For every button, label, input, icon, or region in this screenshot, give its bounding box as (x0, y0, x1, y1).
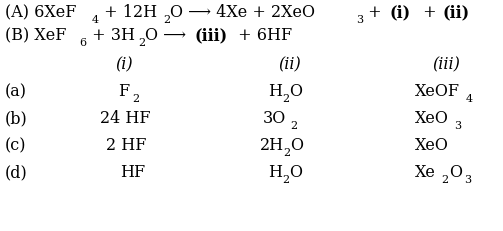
Text: H: H (268, 83, 282, 100)
Text: +: + (363, 4, 387, 21)
Text: XeOF: XeOF (415, 83, 460, 100)
Text: 3: 3 (356, 15, 363, 25)
Text: (ii): (ii) (278, 56, 301, 73)
Text: 2: 2 (138, 38, 145, 48)
Text: HF: HF (120, 163, 145, 180)
Text: (A) 6XeF: (A) 6XeF (5, 4, 76, 21)
Text: (B) XeF: (B) XeF (5, 27, 66, 44)
Text: 2: 2 (441, 174, 448, 184)
Text: 3O: 3O (263, 109, 286, 126)
Text: H: H (268, 163, 282, 180)
Text: 2: 2 (132, 94, 139, 103)
Text: 3: 3 (464, 174, 471, 184)
Text: 2: 2 (282, 174, 289, 184)
Text: O ⟶: O ⟶ (145, 27, 191, 44)
Text: 2 HF: 2 HF (106, 137, 146, 153)
Text: 3: 3 (454, 121, 461, 131)
Text: F: F (118, 83, 129, 100)
Text: (i): (i) (390, 4, 411, 21)
Text: 24 HF: 24 HF (100, 109, 150, 126)
Text: + 12H: + 12H (99, 4, 157, 21)
Text: O: O (449, 163, 462, 180)
Text: (c): (c) (5, 137, 27, 153)
Text: Xe: Xe (415, 163, 436, 180)
Text: 2: 2 (163, 15, 170, 25)
Text: 2: 2 (282, 94, 289, 103)
Text: (d): (d) (5, 163, 28, 180)
Text: 2: 2 (290, 121, 297, 131)
Text: (iii): (iii) (432, 56, 460, 73)
Text: (a): (a) (5, 83, 27, 100)
Text: O ⟶ 4Xe + 2XeO: O ⟶ 4Xe + 2XeO (170, 4, 315, 21)
Text: (iii): (iii) (195, 27, 228, 44)
Text: 6: 6 (79, 38, 86, 48)
Text: + 6HF: + 6HF (233, 27, 292, 44)
Text: 2: 2 (283, 147, 290, 157)
Text: (b): (b) (5, 109, 28, 126)
Text: O: O (289, 83, 302, 100)
Text: (i): (i) (115, 56, 133, 73)
Text: XeO: XeO (415, 137, 449, 153)
Text: 2H: 2H (260, 137, 284, 153)
Text: XeO: XeO (415, 109, 449, 126)
Text: (ii): (ii) (443, 4, 470, 21)
Text: 4: 4 (466, 94, 473, 103)
Text: O: O (290, 137, 303, 153)
Text: 4: 4 (92, 15, 99, 25)
Text: +: + (418, 4, 442, 21)
Text: O: O (289, 163, 302, 180)
Text: + 3H: + 3H (87, 27, 135, 44)
